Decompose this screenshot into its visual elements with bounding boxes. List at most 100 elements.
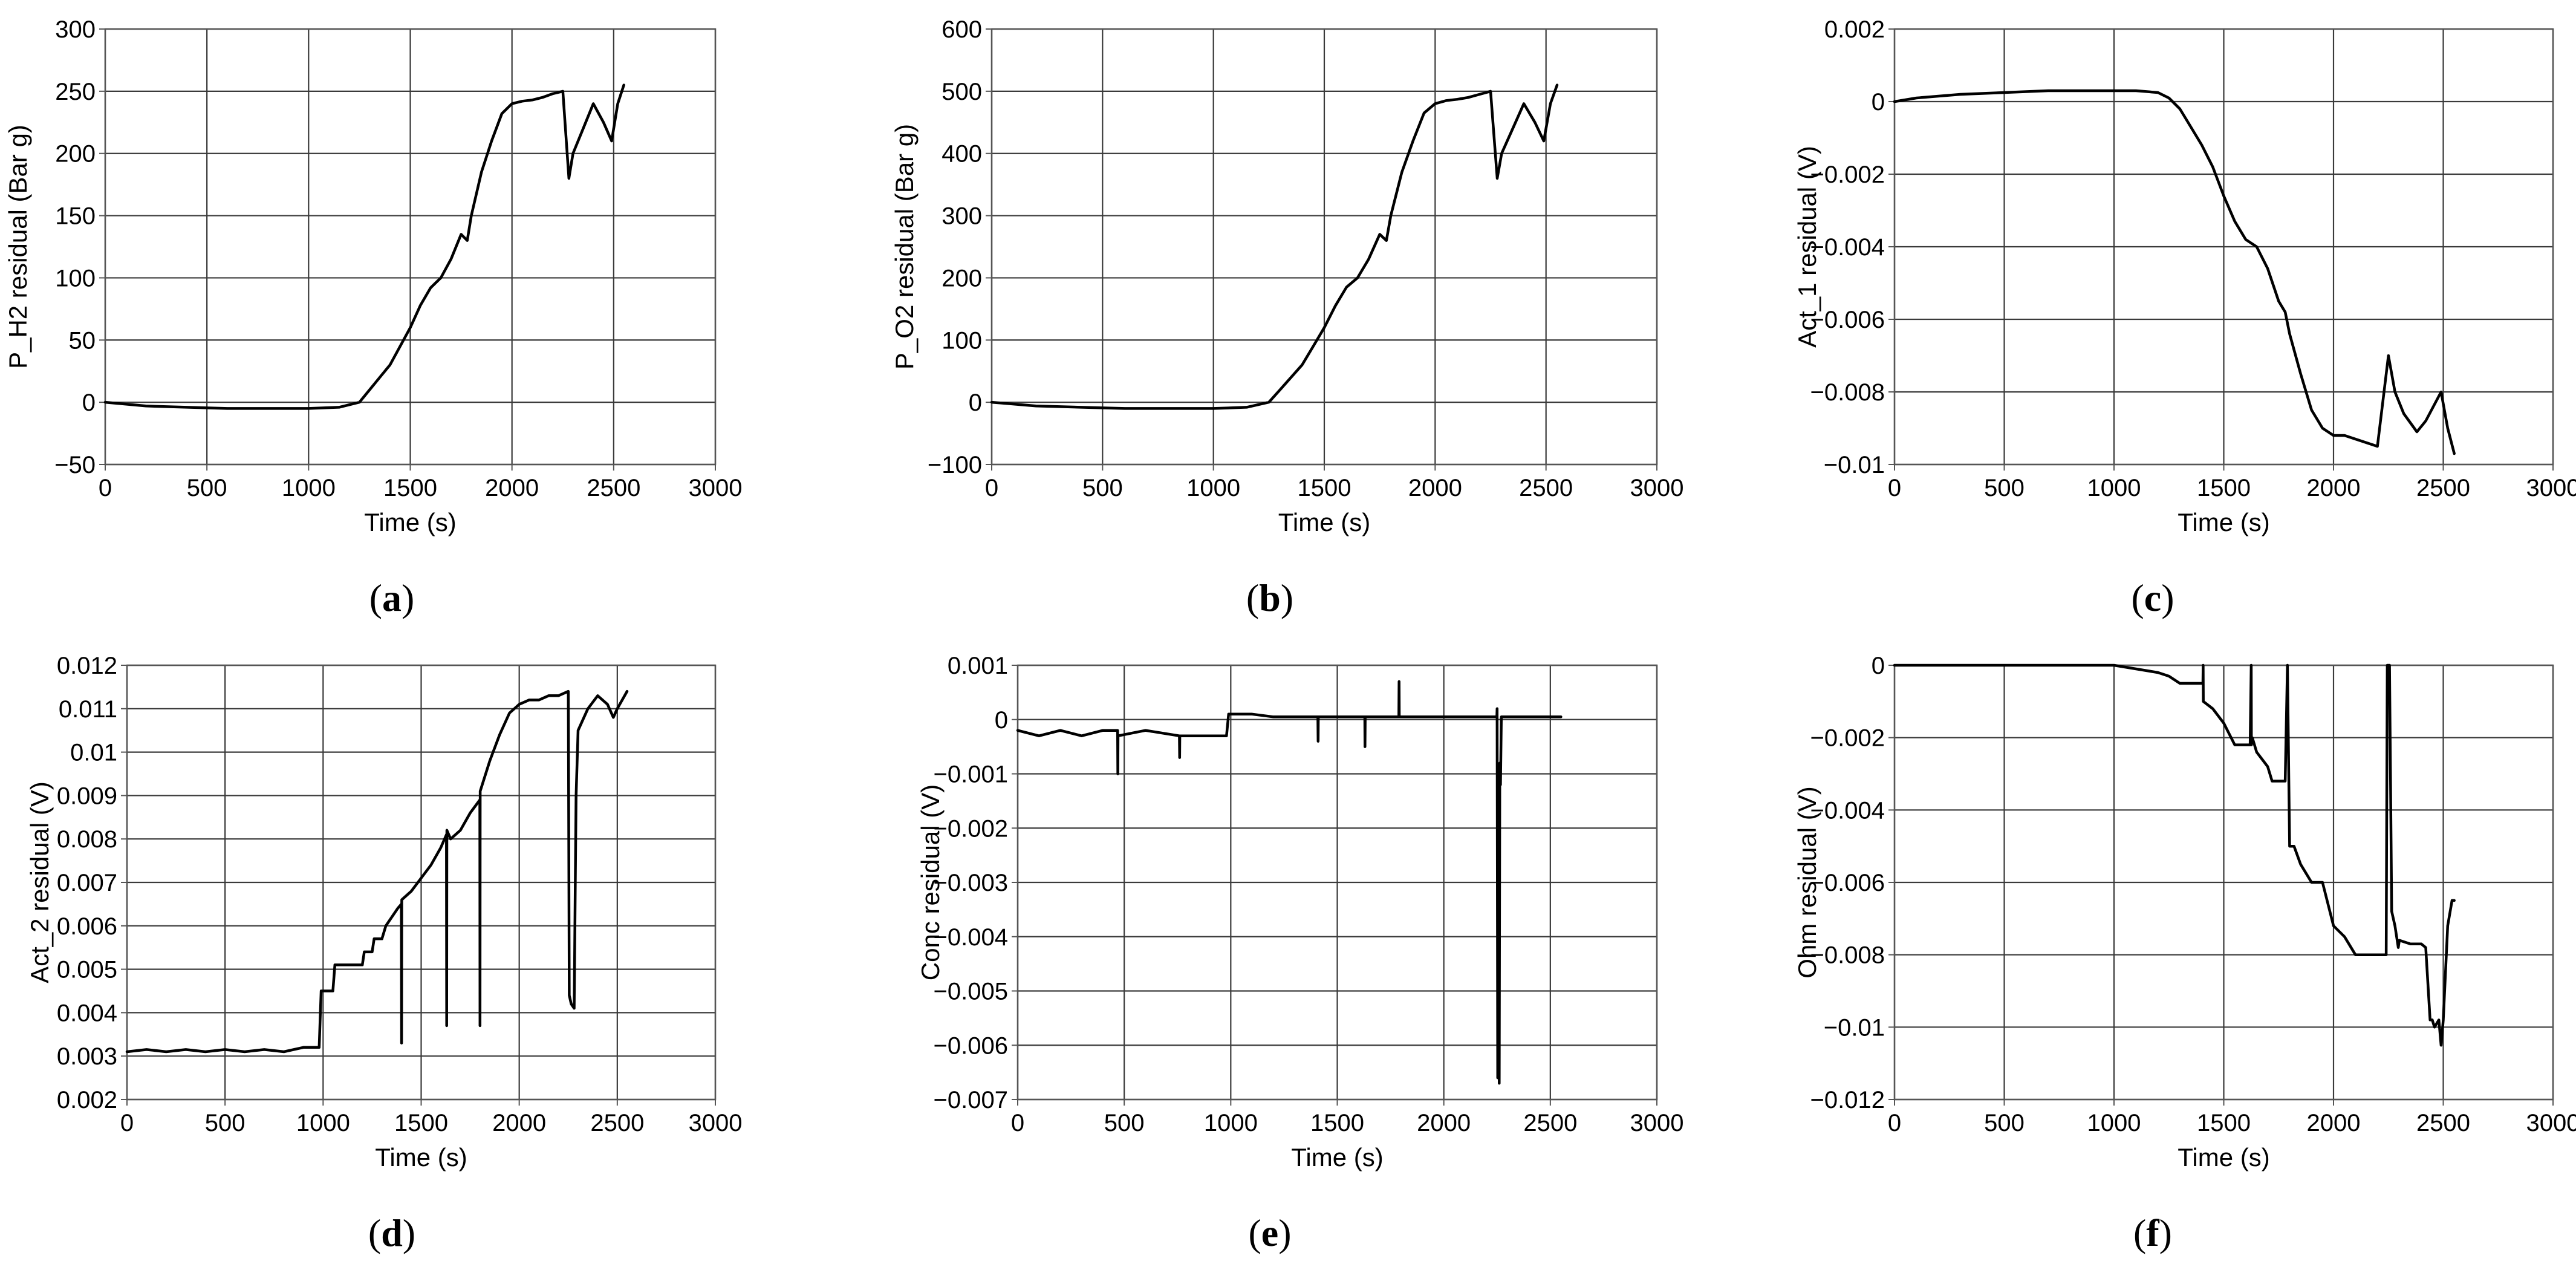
y-tick-label: 500 <box>942 79 982 105</box>
caption-letter: a <box>382 576 402 619</box>
y-tick-label: 200 <box>55 141 96 168</box>
x-tick-label: 2000 <box>1408 475 1462 501</box>
series-line <box>125 689 629 1054</box>
x-tick-label: 3000 <box>689 475 743 501</box>
y-tick-label: −0.002 <box>1810 161 1885 188</box>
x-axis-label: Time (s) <box>375 1143 467 1171</box>
y-tick-label: −0.006 <box>934 1032 1008 1059</box>
x-tick-label: 1500 <box>1298 475 1351 501</box>
y-tick-label: 150 <box>55 203 96 230</box>
y-tick-label: 0.004 <box>57 1000 117 1026</box>
y-tick-label: 0 <box>1872 653 1885 679</box>
caption-close-paren: ) <box>1278 1211 1291 1254</box>
y-tick-label: 250 <box>55 79 96 105</box>
caption-close-paren: ) <box>402 576 414 619</box>
y-tick-label: 50 <box>69 327 96 354</box>
chart-panel: 0 500 1000 1500 2000 2500 3000 0.002 0.003 0.004 0… <box>25 653 742 1254</box>
y-tick-label: −0.003 <box>934 870 1008 896</box>
y-tick-label: −0.006 <box>1810 307 1885 333</box>
x-tick-label: 0 <box>1888 475 1901 501</box>
x-axis-label: Time (s) <box>1278 508 1370 536</box>
x-tick-label: 1000 <box>2087 475 2141 501</box>
x-tick-label: 0 <box>1011 1110 1024 1136</box>
chart-panel: 0 500 1000 1500 2000 2500 3000−500501001502002… <box>4 16 742 619</box>
x-tick-label: 500 <box>187 475 227 501</box>
y-tick-label: 0 <box>969 389 982 416</box>
x-tick-label: 1000 <box>282 475 336 501</box>
x-tick-label: 1500 <box>2197 1110 2251 1136</box>
x-tick-label: 0 <box>1888 1110 1901 1136</box>
series-line <box>1893 663 2456 1047</box>
y-tick-label: −0.007 <box>934 1087 1008 1113</box>
x-tick-label: 3000 <box>2526 475 2576 501</box>
caption-open-paren: ( <box>369 576 382 619</box>
caption-letter: f <box>2146 1211 2159 1254</box>
x-tick-label: 1000 <box>2087 1110 2141 1136</box>
x-tick-label: 500 <box>1984 1110 2025 1136</box>
y-tick-label: −50 <box>54 452 96 478</box>
y-axis-label: Act_1 residual (V) <box>1793 146 1821 348</box>
x-tick-label: 1500 <box>2197 475 2251 501</box>
y-tick-label: 0 <box>995 707 1008 734</box>
caption-open-paren: ( <box>2133 1211 2146 1254</box>
y-tick-label: −0.004 <box>1810 797 1885 824</box>
y-tick-label: −0.005 <box>934 979 1008 1005</box>
y-tick-label: −0.001 <box>934 761 1008 788</box>
y-tick-label: 0.001 <box>948 653 1008 679</box>
x-tick-label: 500 <box>1104 1110 1145 1136</box>
y-tick-label: −100 <box>928 452 982 478</box>
panel-caption: (a) <box>369 576 415 619</box>
series-line <box>990 83 1559 410</box>
x-tick-label: 2500 <box>587 475 640 501</box>
y-tick-label: 100 <box>942 327 982 354</box>
x-tick-label: 2500 <box>590 1110 644 1136</box>
x-axis-label: Time (s) <box>1291 1143 1383 1171</box>
x-tick-label: 1000 <box>1186 475 1240 501</box>
caption-letter: d <box>381 1211 403 1254</box>
y-tick-label: 600 <box>942 16 982 43</box>
caption-close-paren: ) <box>403 1211 415 1254</box>
plot-frame <box>1893 664 2554 1101</box>
x-tick-label: 500 <box>1984 475 2025 501</box>
panel-caption: (d) <box>368 1211 415 1254</box>
y-tick-label: 300 <box>942 203 982 230</box>
caption-letter: c <box>2144 576 2161 619</box>
chart-panel: 0 500 1000 1500 2000 2500 3000−100010020030040… <box>890 16 1683 619</box>
caption-open-paren: ( <box>1246 576 1259 619</box>
series-line <box>103 83 625 410</box>
y-tick-label: −0.01 <box>1824 1014 1885 1041</box>
caption-close-paren: ) <box>1281 576 1293 619</box>
y-tick-label: 0.012 <box>57 653 117 679</box>
y-tick-label: −0.004 <box>934 924 1008 951</box>
y-tick-label: 0.007 <box>57 870 117 896</box>
y-tick-label: 0.002 <box>57 1087 117 1113</box>
chart-panel: 0 500 1000 1500 2000 2500 3000 −0.01 −0.008 −0.00… <box>1793 16 2576 619</box>
x-tick-label: 2500 <box>2416 475 2470 501</box>
plot-frame <box>1016 664 1658 1101</box>
x-tick-label: 2000 <box>2307 1110 2361 1136</box>
x-tick-label: 1500 <box>394 1110 448 1136</box>
y-tick-label: 200 <box>942 265 982 292</box>
y-axis-label: P_H2 residual (Bar g) <box>4 125 32 369</box>
caption-close-paren: ) <box>2161 576 2174 619</box>
y-tick-label: 0.002 <box>1824 16 1885 43</box>
x-axis-label: Time (s) <box>2178 508 2269 536</box>
x-tick-label: 2000 <box>492 1110 546 1136</box>
y-tick-label: 0.011 <box>59 696 117 723</box>
x-tick-label: 500 <box>1082 475 1123 501</box>
x-tick-label: 3000 <box>1630 475 1684 501</box>
y-tick-label: −0.006 <box>1810 870 1885 896</box>
caption-letter: e <box>1261 1211 1278 1254</box>
panel-caption: (e) <box>1248 1211 1291 1254</box>
x-axis-label: Time (s) <box>364 508 456 536</box>
y-axis-label: Act_2 residual (V) <box>25 781 54 983</box>
panel-caption: (b) <box>1246 576 1293 619</box>
y-axis-label: Conc residual (V) <box>916 784 945 980</box>
x-tick-label: 1000 <box>1204 1110 1258 1136</box>
y-tick-label: 0.008 <box>57 826 117 853</box>
x-tick-label: 2000 <box>1417 1110 1471 1136</box>
x-tick-label: 2500 <box>1523 1110 1577 1136</box>
x-tick-label: 2000 <box>2307 475 2361 501</box>
series-line <box>1016 680 1563 1085</box>
x-tick-label: 3000 <box>2526 1110 2576 1136</box>
